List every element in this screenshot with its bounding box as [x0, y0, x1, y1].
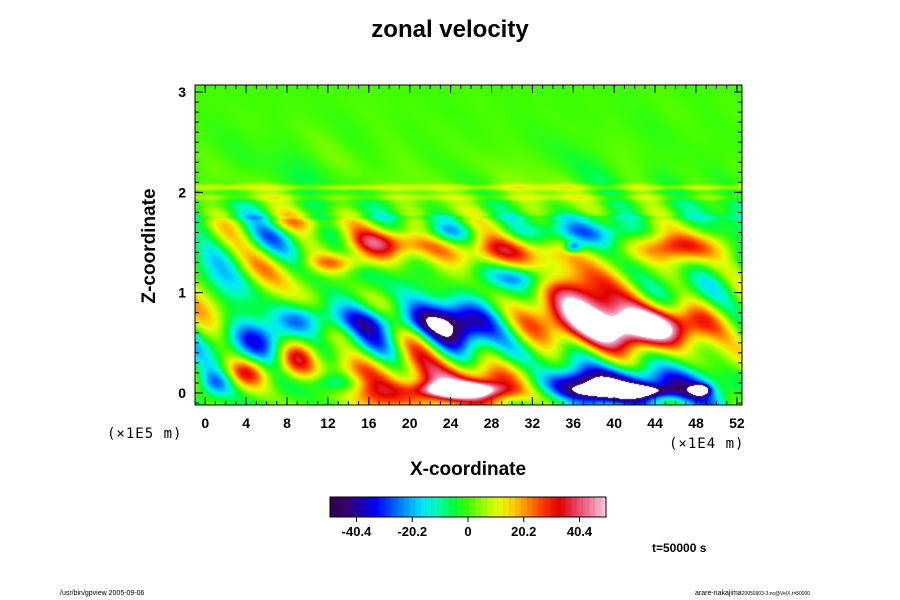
y-axis-label: Z-coordinate — [139, 188, 160, 304]
x-tick-label: 4 — [242, 415, 250, 431]
x-tick-label: 36 — [566, 415, 582, 431]
plot-frame — [194, 84, 743, 406]
y-tick-label: 3 — [178, 84, 186, 100]
x-tick-label: 16 — [361, 415, 377, 431]
x-tick-label: 40 — [606, 415, 622, 431]
x-tick-label: 0 — [201, 415, 209, 431]
colorbar-tick-label: -40.4 — [342, 524, 372, 539]
colorbar-ticks: -40.4 -20.2 0 20.2 40.4 — [329, 497, 601, 539]
x-scale-label: (×1E4 m) — [669, 436, 745, 452]
footer-right-main: arare-nakajima — [695, 590, 742, 597]
y-tick-label: 1 — [178, 285, 186, 301]
x-tick-label: 20 — [402, 415, 418, 431]
x-axis-label: X-coordinate — [409, 459, 527, 480]
heatmap-field — [195, 85, 742, 405]
colorbar-tick-label: 0 — [464, 524, 471, 539]
y-tick-label: 2 — [178, 184, 186, 200]
x-tick-label: 48 — [688, 415, 704, 431]
colorbar-tick-label: 40.4 — [567, 524, 593, 539]
footer-right: arare-nakajima20050903-3.nc@VelX,t=50000 — [695, 590, 810, 597]
x-tick-label: 44 — [647, 415, 663, 431]
x-axis: 0 4 8 12 16 20 24 28 32 36 40 44 48 52 — [201, 85, 745, 431]
footer-left: /usr/bin/gpview 2005-09-06 — [60, 590, 145, 597]
y-scale-label: (×1E5 m) — [107, 426, 183, 442]
heatmap-image — [195, 85, 742, 405]
footer-right-small: 20050903-3.nc@VelX,t=50000 — [741, 591, 811, 597]
x-tick-label: 12 — [320, 415, 336, 431]
y-axis: 0 1 2 3 — [178, 84, 742, 404]
colorbar-tick-label: -20.2 — [397, 524, 427, 539]
x-tick-label: 28 — [484, 415, 500, 431]
x-tick-label: 8 — [283, 415, 291, 431]
x-tick-label: 24 — [443, 415, 459, 431]
x-tick-label: 52 — [729, 415, 745, 431]
x-tick-label: 32 — [525, 415, 541, 431]
y-tick-label: 0 — [178, 385, 186, 401]
time-label: t=50000 s — [652, 541, 707, 555]
chart-title: zonal velocity — [371, 16, 529, 43]
colorbar-tick-label: 20.2 — [511, 524, 536, 539]
